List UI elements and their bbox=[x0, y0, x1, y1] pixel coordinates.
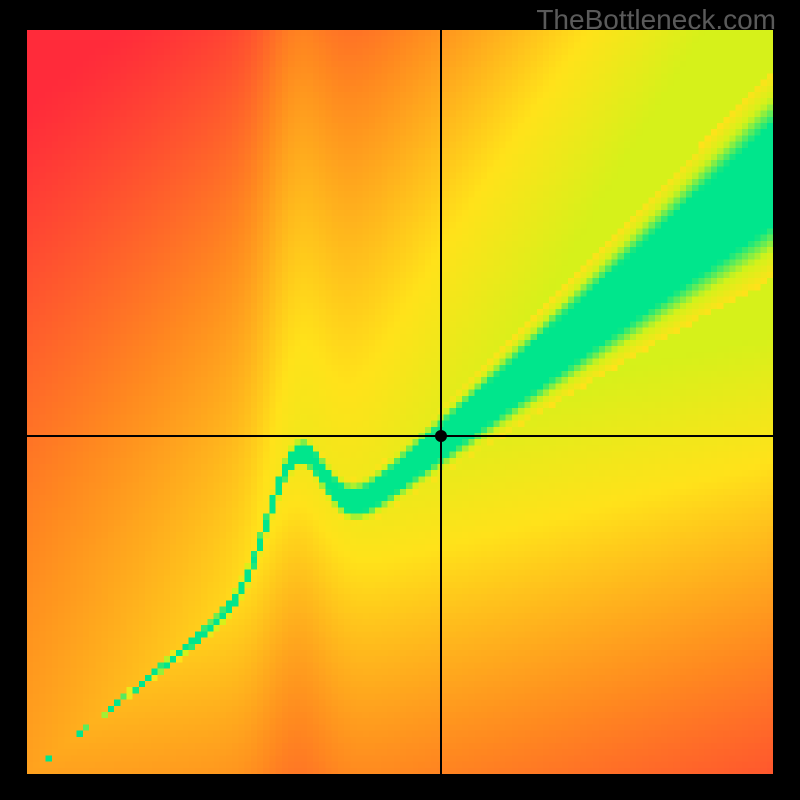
watermark-text: TheBottleneck.com bbox=[536, 4, 776, 36]
crosshair-vertical bbox=[440, 30, 442, 774]
crosshair-horizontal bbox=[27, 435, 773, 437]
bottleneck-heatmap bbox=[27, 30, 773, 774]
